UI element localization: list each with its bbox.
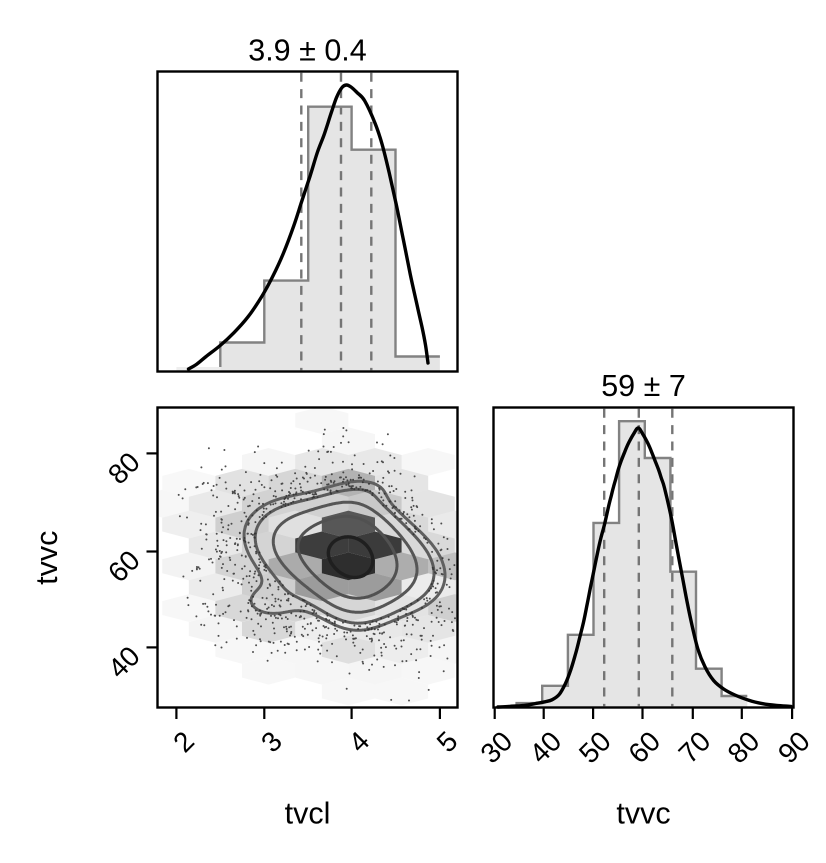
svg-text:tvvc: tvvc xyxy=(616,797,670,831)
svg-text:3.9 ± 0.4: 3.9 ± 0.4 xyxy=(248,34,367,68)
svg-text:59 ± 7: 59 ± 7 xyxy=(601,369,686,403)
svg-text:tvvc: tvvc xyxy=(30,531,64,585)
svg-text:tvcl: tvcl xyxy=(285,797,331,831)
